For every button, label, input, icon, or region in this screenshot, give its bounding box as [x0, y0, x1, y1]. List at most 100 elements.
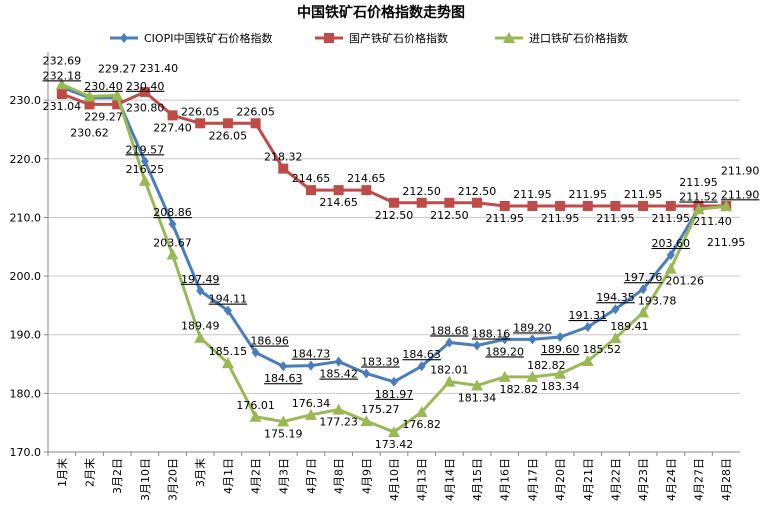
square-marker — [527, 200, 538, 211]
data-label: 211.95 — [707, 236, 746, 249]
square-marker — [416, 197, 427, 208]
x-tick-label: 4月23日 — [637, 458, 650, 501]
data-label: 208.86 — [153, 206, 192, 219]
data-label: 185.15 — [209, 345, 248, 358]
data-label: 226.05 — [181, 105, 220, 118]
legend-label: CIOPI中国铁矿石价格指数 — [144, 31, 272, 45]
x-tick-label: 1月末 — [55, 458, 69, 487]
x-tick-label: 3月2日 — [111, 458, 124, 494]
data-label: 226.05 — [236, 105, 275, 118]
square-marker — [389, 197, 399, 208]
data-label: 218.32 — [264, 151, 303, 164]
data-label: 189.49 — [181, 320, 220, 333]
data-label: 212.50 — [375, 209, 414, 222]
data-label: 186.96 — [250, 335, 289, 348]
diamond-marker — [390, 376, 398, 387]
x-tick-label: 4月3日 — [277, 458, 290, 494]
diamond-marker — [196, 285, 205, 296]
data-label: 211.95 — [569, 188, 608, 201]
data-label: 184.63 — [264, 372, 303, 385]
triangle-marker — [83, 90, 96, 102]
y-tick-label: 170.0 — [10, 446, 42, 459]
data-label: 214.65 — [319, 196, 358, 209]
x-tick-label: 4月24日 — [665, 458, 678, 501]
square-marker — [278, 163, 289, 174]
y-tick-label: 210.0 — [10, 211, 42, 224]
triangle-marker — [55, 78, 68, 90]
data-label: 229.27 — [84, 110, 123, 123]
data-label: 227.40 — [153, 121, 192, 134]
square-marker — [665, 200, 676, 211]
data-label: 211.90 — [721, 188, 760, 201]
data-label: 211.40 — [693, 215, 732, 228]
data-label: 185.42 — [319, 368, 358, 381]
square-marker — [582, 200, 593, 211]
legend-item: 进口铁矿石价格指数 — [495, 31, 628, 45]
y-tick-label: 180.0 — [10, 387, 42, 400]
square-marker — [139, 86, 150, 97]
triangle-marker — [498, 370, 511, 382]
legend: CIOPI中国铁矿石价格指数 国产铁矿石价格指数 进口铁矿石价格指数 — [110, 31, 628, 45]
data-label: 216.25 — [126, 163, 165, 176]
x-tick-label: 4月2日 — [250, 458, 263, 494]
data-label: 201.26 — [666, 275, 705, 288]
series-group — [55, 78, 733, 437]
data-label: 184.63 — [402, 348, 441, 361]
data-label: 211.52 — [679, 190, 718, 203]
x-tick-label: 3月10日 — [139, 458, 152, 501]
triangle-marker — [111, 89, 124, 101]
triangle-marker — [471, 379, 484, 391]
data-label: 184.73 — [292, 348, 331, 361]
diamond-marker — [473, 340, 482, 351]
x-tick-label: 3月20日 — [167, 458, 180, 501]
data-label: 197.49 — [181, 273, 220, 286]
x-tick-label: 4月16日 — [499, 458, 512, 501]
data-label: 189.20 — [485, 345, 524, 358]
x-tick-label: 4月10日 — [388, 458, 401, 501]
data-label: 189.41 — [610, 320, 649, 333]
square-marker — [222, 118, 233, 129]
x-tick-label: 4月28日 — [720, 458, 733, 501]
diamond-marker — [639, 284, 648, 295]
diamond-marker — [251, 347, 260, 358]
triangle-marker — [581, 354, 594, 366]
data-label: 230.62 — [70, 126, 109, 139]
data-label: 214.65 — [347, 172, 386, 185]
triangle-marker — [166, 248, 179, 260]
diamond-marker — [500, 334, 509, 345]
data-label: 211.95 — [652, 212, 691, 225]
square-marker — [361, 185, 372, 196]
square-marker — [250, 118, 261, 129]
data-label: 230.80 — [126, 101, 165, 114]
triangle-marker — [720, 200, 733, 212]
data-label: 212.50 — [458, 185, 497, 198]
triangle-marker — [503, 32, 515, 43]
data-labels: 232.18231.04232.69230.40229.27230.62230.… — [43, 54, 760, 451]
legend-item: CIOPI中国铁矿石价格指数 — [110, 31, 272, 45]
axes: 170.0 180.0 190.0 200.0 210.0 220.0 230.0 1月末 2月… — [10, 52, 740, 501]
x-tick-label: 3月末 — [193, 458, 207, 487]
triangle-marker — [249, 410, 262, 422]
data-label: 182.01 — [430, 364, 469, 377]
square-marker — [305, 185, 316, 196]
data-label: 230.40 — [84, 80, 123, 93]
triangle-marker — [360, 415, 373, 427]
data-label: 183.39 — [361, 355, 400, 368]
data-label: 194.11 — [209, 293, 248, 306]
x-tick-label: 4月27日 — [692, 458, 705, 501]
data-label: 211.95 — [513, 188, 552, 201]
diamond-marker — [445, 337, 454, 348]
diamond-marker — [223, 305, 232, 316]
data-label: 181.97 — [375, 388, 414, 401]
square-marker — [195, 118, 206, 129]
data-label: 191.31 — [569, 309, 608, 322]
square-marker — [84, 99, 95, 110]
triangle-marker — [194, 331, 207, 343]
legend-label: 国产铁矿石价格指数 — [349, 31, 448, 45]
data-label: 211.95 — [624, 188, 663, 201]
x-tick-label: 4月17日 — [526, 458, 539, 501]
square-marker — [555, 200, 566, 211]
data-label: 211.95 — [541, 212, 580, 225]
